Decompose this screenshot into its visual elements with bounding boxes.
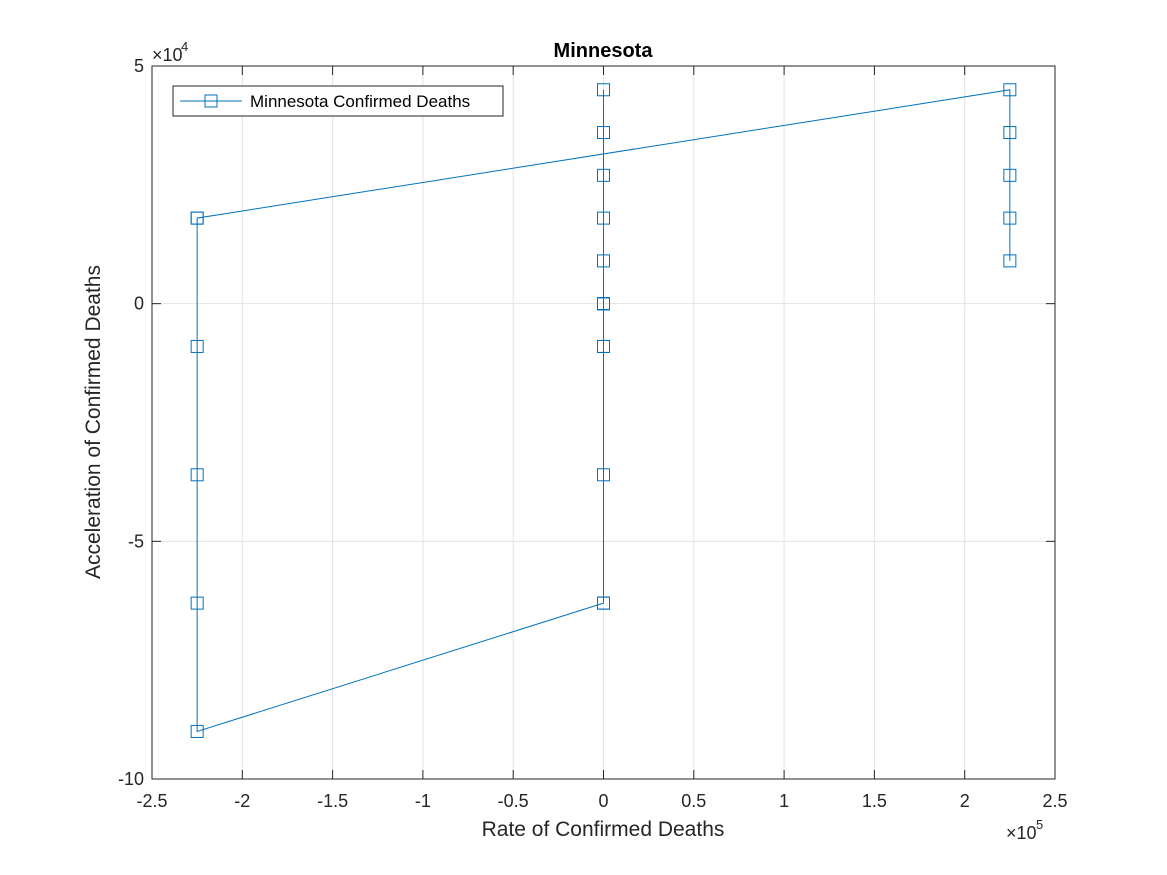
x-tick-label: 2.5 [1042, 791, 1067, 811]
x-tick-label: -2 [234, 791, 250, 811]
x-tick-label: 2 [960, 791, 970, 811]
x-tick-label: -0.5 [498, 791, 529, 811]
x-tick-label: 1 [779, 791, 789, 811]
data-point-marker [190, 339, 204, 353]
y-tick-label: -10 [118, 769, 144, 789]
data-point-marker [597, 254, 610, 268]
legend: Minnesota Confirmed Deaths [172, 85, 504, 117]
tick-marks [151, 65, 1056, 780]
y-axis-multiplier: ×10 4 [152, 39, 188, 65]
x-tick-label: 1.5 [862, 791, 887, 811]
y-multiplier-exp: 4 [181, 39, 188, 54]
data-point-marker [1003, 168, 1017, 182]
data-point-marker [190, 468, 204, 482]
data-point-marker [597, 596, 610, 610]
x-tick-label: -2.5 [136, 791, 167, 811]
data-point-marker [597, 126, 610, 140]
x-multiplier-base: ×10 [1006, 823, 1037, 843]
data-point-marker [1003, 211, 1017, 225]
legend-label: Minnesota Confirmed Deaths [250, 92, 470, 111]
y-axis-label: Acceleration of Confirmed Deaths [82, 265, 105, 579]
y-tick-label: 0 [134, 294, 144, 314]
y-tick-label: 5 [134, 56, 144, 76]
y-tick-label: -5 [128, 531, 144, 551]
data-point-marker [597, 468, 610, 482]
data-point-marker [190, 724, 204, 738]
data-point-marker [190, 596, 204, 610]
series-group [190, 83, 1017, 738]
x-axis-label: Rate of Confirmed Deaths [482, 818, 725, 841]
data-point-marker [1003, 83, 1017, 97]
data-point-marker [597, 211, 610, 225]
y-tick-labels: -10 -5 0 5 [118, 56, 144, 789]
data-point-marker [597, 297, 610, 311]
data-point-marker [597, 339, 610, 353]
x-tick-label: -1.5 [317, 791, 348, 811]
legend-marker-sample [204, 94, 218, 108]
data-point-marker [1003, 126, 1017, 140]
chart-title: Minnesota [554, 40, 654, 62]
y-multiplier-base: ×10 [152, 45, 183, 65]
data-point-marker [1003, 254, 1017, 268]
x-tick-labels: -2.5 -2 -1.5 -1 -0.5 0 0.5 1 1.5 2 2.5 [136, 791, 1067, 811]
x-tick-label: 0.5 [681, 791, 706, 811]
data-point-marker [597, 83, 610, 97]
x-tick-label: -1 [415, 791, 431, 811]
x-axis-multiplier: ×10 5 [1006, 817, 1043, 843]
x-tick-label: 0 [598, 791, 608, 811]
data-point-marker [597, 168, 610, 182]
data-point-marker [190, 211, 204, 225]
x-multiplier-exp: 5 [1036, 817, 1043, 832]
series-line [196, 89, 1011, 733]
